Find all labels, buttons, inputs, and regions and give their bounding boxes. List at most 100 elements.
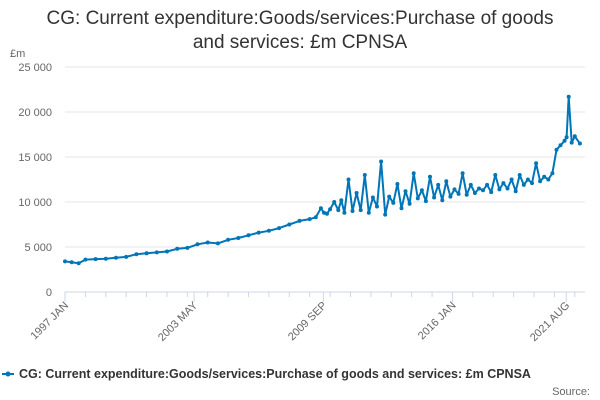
data-point[interactable] [432, 195, 437, 200]
data-point[interactable] [562, 138, 567, 143]
data-point[interactable] [325, 211, 329, 216]
data-point[interactable] [505, 186, 510, 191]
data-point[interactable] [69, 260, 74, 265]
data-point[interactable] [525, 177, 530, 182]
data-point[interactable] [266, 228, 271, 233]
data-point[interactable] [76, 261, 81, 266]
data-point[interactable] [542, 174, 547, 179]
data-point[interactable] [550, 171, 555, 176]
series-line[interactable] [64, 95, 581, 265]
data-point[interactable] [63, 259, 67, 264]
data-point[interactable] [246, 233, 251, 238]
data-point[interactable] [297, 218, 302, 223]
data-point[interactable] [103, 256, 108, 261]
data-point[interactable] [464, 192, 469, 197]
data-point[interactable] [534, 161, 539, 166]
data-point[interactable] [287, 222, 292, 227]
data-point[interactable] [93, 257, 98, 262]
data-point[interactable] [236, 236, 241, 240]
data-point[interactable] [277, 226, 282, 231]
data-point[interactable] [387, 194, 392, 199]
legend[interactable]: CG: Current expenditure:Goods/services:P… [2, 367, 531, 381]
data-point[interactable] [572, 134, 577, 139]
data-point[interactable] [205, 240, 210, 245]
data-point[interactable] [328, 207, 333, 212]
data-point[interactable] [165, 249, 169, 254]
y-tick-label: 5 000 [24, 242, 52, 254]
data-point[interactable] [436, 182, 441, 187]
data-point[interactable] [509, 177, 514, 182]
data-point[interactable] [440, 198, 445, 203]
data-point[interactable] [485, 182, 490, 187]
data-point[interactable] [419, 188, 424, 193]
data-point[interactable] [339, 198, 344, 203]
data-point[interactable] [513, 189, 518, 194]
data-point[interactable] [144, 251, 149, 256]
data-point[interactable] [423, 199, 428, 204]
data-point[interactable] [558, 143, 563, 148]
data-point[interactable] [256, 230, 261, 235]
data-point[interactable] [403, 189, 408, 194]
data-point[interactable] [399, 206, 404, 211]
data-point[interactable] [114, 255, 118, 260]
data-point[interactable] [362, 173, 367, 177]
data-point[interactable] [452, 187, 457, 192]
data-point[interactable] [564, 135, 569, 140]
data-point[interactable] [460, 171, 465, 176]
legend-item-label[interactable]: CG: Current expenditure:Goods/services:P… [19, 367, 531, 381]
data-point[interactable] [395, 182, 400, 186]
data-point[interactable] [481, 188, 485, 193]
data-point[interactable] [569, 140, 574, 145]
data-point[interactable] [497, 187, 502, 192]
data-point[interactable] [354, 191, 359, 195]
data-point[interactable] [215, 241, 220, 246]
data-point[interactable] [195, 242, 200, 247]
data-point[interactable] [448, 194, 453, 199]
data-point[interactable] [530, 181, 534, 186]
data-point[interactable] [83, 257, 88, 262]
data-point[interactable] [307, 217, 312, 222]
data-point[interactable] [477, 186, 481, 191]
series-layer[interactable] [63, 94, 582, 266]
data-point[interactable] [546, 177, 551, 182]
data-point[interactable] [366, 210, 371, 215]
data-point[interactable] [154, 250, 159, 255]
data-point[interactable] [313, 215, 318, 220]
data-point[interactable] [322, 210, 326, 215]
data-point[interactable] [577, 141, 582, 146]
data-point[interactable] [370, 195, 375, 200]
data-point[interactable] [226, 237, 231, 242]
data-point[interactable] [358, 208, 363, 213]
data-point[interactable] [318, 206, 323, 211]
data-point[interactable] [521, 182, 526, 187]
data-point[interactable] [124, 254, 129, 259]
data-point[interactable] [185, 245, 190, 250]
data-point[interactable] [468, 182, 473, 187]
data-point[interactable] [415, 196, 420, 201]
data-point[interactable] [428, 174, 432, 179]
data-point[interactable] [342, 210, 347, 215]
data-point[interactable] [456, 191, 461, 196]
data-point[interactable] [538, 179, 543, 184]
data-point[interactable] [134, 252, 139, 257]
data-point[interactable] [350, 209, 355, 213]
data-point[interactable] [444, 179, 449, 184]
data-point[interactable] [346, 177, 351, 182]
data-point[interactable] [472, 191, 477, 195]
data-point[interactable] [391, 200, 396, 205]
data-point[interactable] [501, 181, 506, 186]
data-point[interactable] [554, 147, 559, 152]
data-point[interactable] [489, 190, 494, 195]
data-point[interactable] [517, 173, 522, 177]
data-point[interactable] [493, 173, 498, 177]
data-point[interactable] [375, 204, 379, 209]
data-point[interactable] [411, 171, 416, 176]
data-point[interactable] [566, 94, 571, 99]
data-point[interactable] [383, 212, 388, 217]
data-point[interactable] [175, 246, 180, 251]
data-point[interactable] [336, 208, 341, 213]
data-point[interactable] [407, 201, 412, 206]
credits-label[interactable]: Source: [552, 386, 590, 398]
data-point[interactable] [379, 159, 384, 164]
data-point[interactable] [332, 200, 337, 204]
